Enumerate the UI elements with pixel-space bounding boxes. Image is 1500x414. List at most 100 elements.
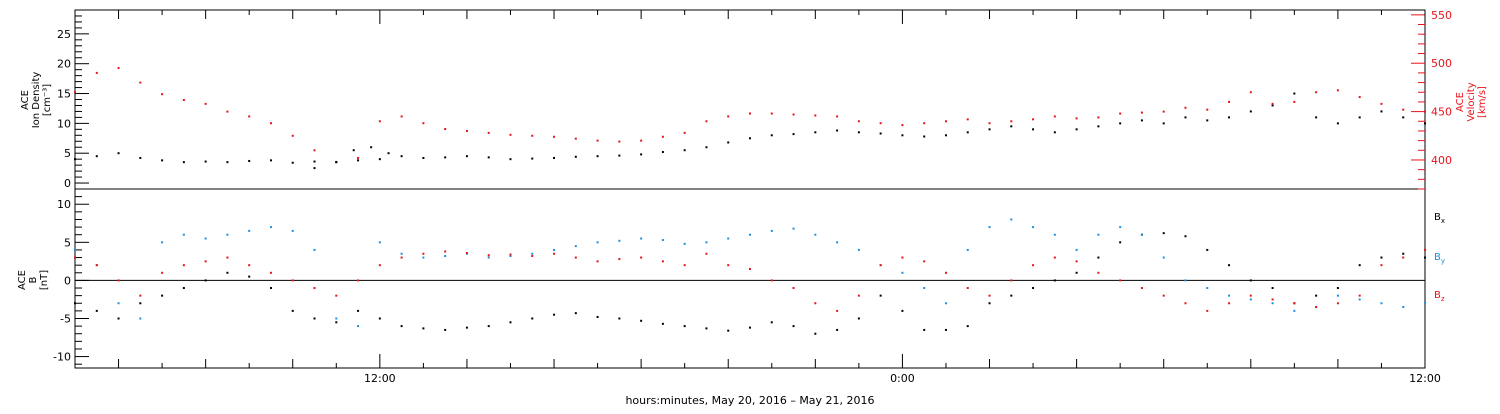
series-density-0-point [248, 159, 251, 162]
series-velocity-1-point [531, 134, 534, 137]
series-velocity-1-point [357, 157, 360, 160]
series-bx-point [1271, 287, 1274, 290]
series-by-point [1140, 233, 1143, 236]
series-bz-point [1402, 256, 1405, 259]
series-density-0-point [1336, 122, 1339, 125]
time-tick-label: 12:00 [364, 372, 396, 385]
series-bx-point [1010, 294, 1013, 297]
series-bz-point [509, 253, 512, 256]
series-by-point [553, 248, 556, 251]
series-by-point [1162, 256, 1165, 259]
series-bz-point [1358, 294, 1361, 297]
series-bz-point [313, 287, 316, 290]
series-velocity-1-point [792, 113, 795, 116]
series-velocity-1-point [683, 131, 686, 134]
series-velocity-1-point [161, 93, 164, 96]
series-bz-point [1075, 260, 1078, 263]
series-by-point [1053, 233, 1056, 236]
series-bx-point [161, 294, 164, 297]
series-density-0-point [836, 129, 839, 132]
series-bz-point [291, 279, 294, 282]
series-bx-point [553, 313, 556, 316]
series-density-2-point [313, 167, 316, 170]
series-bx-point [1228, 264, 1231, 267]
velocity-axis-label: ACE Velocity [km/s] [1455, 82, 1488, 121]
series-velocity-1-point [596, 139, 599, 142]
series-by-point [1206, 287, 1209, 290]
series-density-0-point [400, 155, 403, 158]
series-density-0-point [770, 134, 773, 137]
series-velocity-1-point [378, 120, 381, 123]
series-by-point [683, 242, 686, 245]
series-by-point [1271, 302, 1274, 305]
series-density-0-point [1119, 122, 1122, 125]
b-tick-label: -5 [60, 312, 71, 325]
series-velocity-1-point [1184, 106, 1187, 109]
series-bz-point [1162, 294, 1165, 297]
series-by-point [1119, 226, 1122, 229]
series-bx-point [901, 309, 904, 312]
series-by-point [923, 287, 926, 290]
series-bx-point [857, 317, 860, 320]
series-velocity-1-point [204, 102, 207, 105]
legend-label: B [1434, 252, 1441, 263]
series-density-0-point [1097, 125, 1100, 128]
series-bz-point [226, 256, 229, 259]
series-bx-point [923, 328, 926, 331]
series-bx-point [357, 309, 360, 312]
density-tick-label: 25 [57, 28, 71, 41]
series-bz-point [161, 271, 164, 274]
series-density-0-point [465, 155, 468, 158]
series-by-point [1358, 298, 1361, 301]
series-velocity-1-point [857, 120, 860, 123]
series-by-point [400, 252, 403, 255]
series-by-point [596, 241, 599, 244]
series-bx-point [749, 326, 751, 329]
series-density-0-point [1075, 128, 1078, 131]
series-density-2-point [352, 149, 355, 152]
series-density-0-point [74, 158, 76, 161]
series-density-0-point [618, 154, 621, 157]
series-bz-point [1206, 309, 1209, 312]
series-bz-point [1119, 279, 1122, 282]
series-bx-point [74, 302, 76, 305]
series-by-point [204, 237, 207, 240]
series-density-0-point [1053, 131, 1056, 134]
series-by-point [444, 255, 447, 258]
series-bz-point [923, 260, 926, 263]
series-bz-point [1184, 302, 1187, 305]
series-bz-point [139, 294, 142, 297]
series-density-0-point [1402, 116, 1405, 119]
series-density-0-point [553, 156, 556, 159]
series-bz-point [1271, 298, 1274, 301]
series-density-0-point [814, 131, 817, 134]
series-by-point [531, 252, 534, 255]
series-bx-point [1162, 232, 1165, 235]
series-bx-point [248, 275, 251, 278]
series-bx-point [139, 302, 142, 305]
b-axis-label-line: [nT] [39, 270, 50, 290]
series-bx-point [618, 317, 621, 320]
b-tick-label: 0 [64, 274, 71, 287]
series-velocity-1-point [553, 135, 556, 138]
series-density-0-point [1358, 116, 1361, 119]
series-bx-point [640, 319, 643, 322]
series-bz-point [74, 256, 76, 259]
series-by-point [313, 248, 316, 251]
series-bz-point [1336, 302, 1339, 305]
series-bz-point [1032, 264, 1035, 267]
series-by-point [226, 233, 229, 236]
series-density-0-point [901, 134, 904, 137]
series-density-0-point [1271, 104, 1274, 107]
series-by-point [749, 233, 751, 236]
series-bz-point [465, 251, 468, 254]
series-bx-point [1119, 241, 1122, 244]
series-bx-point [182, 287, 185, 290]
series-velocity-1-point [1424, 110, 1426, 113]
series-velocity-1-point [1228, 100, 1231, 103]
series-bx-point [770, 321, 773, 324]
series-by-point [357, 325, 360, 328]
series-by-point [117, 302, 120, 305]
series-density-0-point [1424, 122, 1426, 125]
series-bz-point [683, 264, 686, 267]
